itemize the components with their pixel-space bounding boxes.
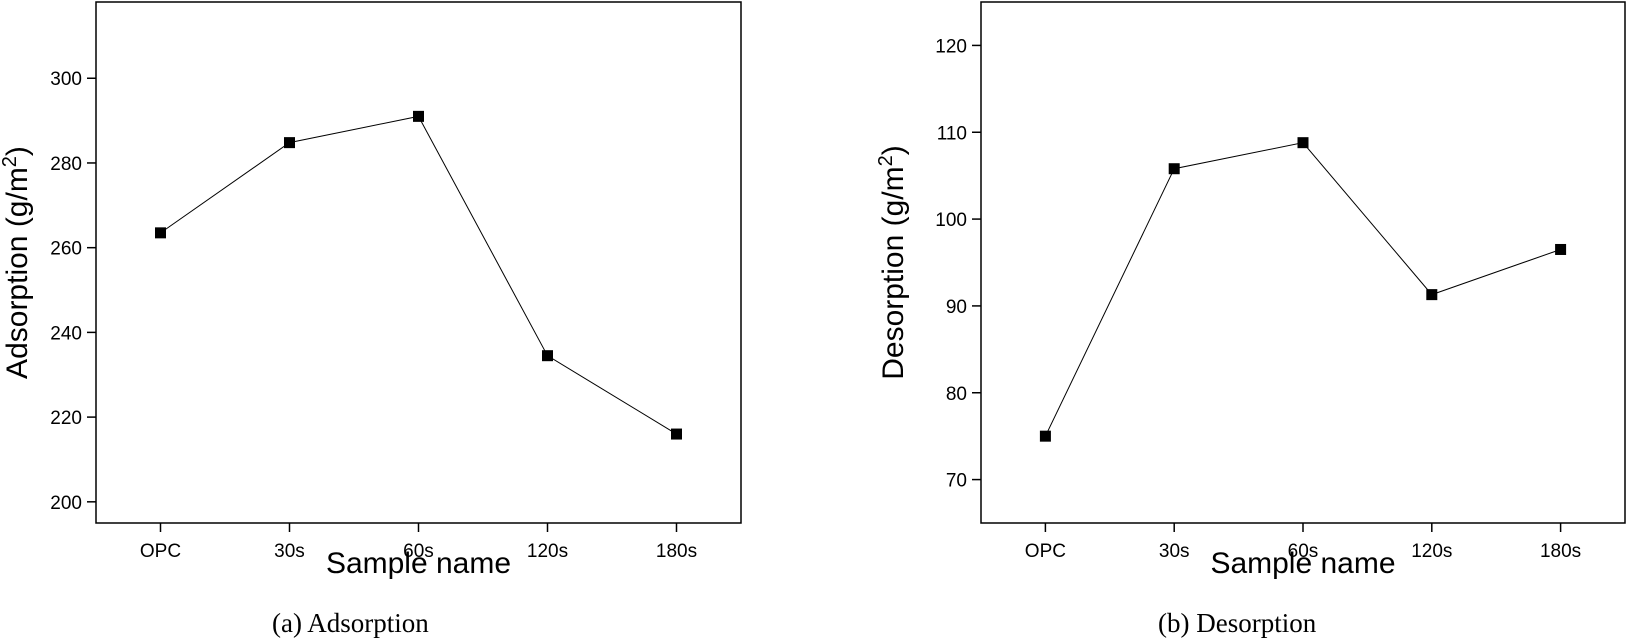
adsorption-y-tick-label: 260 [50,239,82,260]
desorption-x-tick-label: 60s [1288,541,1319,562]
desorption-y-tick-label: 80 [946,384,967,405]
adsorption-x-axis-label: Sample name [326,547,511,580]
desorption-data-point [1426,289,1438,301]
adsorption-data-point [542,350,553,362]
adsorption-x-tick-label: 120s [527,541,568,562]
adsorption-panel: 200 220 240 260 280 300 OPC 30s 60s 120s 180s Sampl… [0,1,742,580]
adsorption-x-tick-label: 60s [403,541,434,562]
desorption-x-tick-label: 120s [1411,541,1452,562]
panel-b-caption: (b) Desorption [1158,608,1317,638]
adsorption-y-tick-label: 200 [50,493,82,514]
adsorption-y-axis-label: Adsorption (g/m2) [0,146,34,379]
adsorption-data-point [284,137,295,149]
desorption-x-tick-label: OPC [1025,541,1066,562]
adsorption-series-line [160,115,677,435]
desorption-data-point [1039,430,1051,442]
desorption-y-tick-label: 90 [946,297,967,318]
desorption-x-axis-label: Sample name [1210,547,1395,580]
adsorption-plot-frame [95,1,742,524]
desorption-y-axis-label: Desorption (g/m2) [875,145,910,380]
adsorption-data-point [413,110,424,122]
panel-a-caption: (a) Adsorption [272,608,429,638]
adsorption-x-tick-label: OPC [140,541,181,562]
desorption-plot-frame [980,1,1626,524]
desorption-y-tick-label: 100 [935,210,967,231]
desorption-data-point [1297,137,1309,149]
desorption-x-tick-label: 30s [1159,541,1190,562]
adsorption-data-point [155,227,166,239]
desorption-data-point [1168,163,1180,175]
desorption-panel: 70 80 90 100 110 120 OPC 30s 60s 120s 180s Sample n… [875,1,1626,580]
adsorption-x-tick-label: 30s [274,541,305,562]
adsorption-y-tick-label: 280 [50,154,82,175]
desorption-x-tick-label: 180s [1540,541,1581,562]
adsorption-y-tick-label: 240 [50,323,82,344]
desorption-series-line [1044,142,1561,437]
desorption-y-tick-label: 110 [937,123,967,144]
adsorption-data-point [671,428,682,440]
desorption-y-tick-label: 120 [935,36,967,57]
adsorption-y-tick-label: 220 [50,408,82,429]
desorption-y-tick-label: 70 [946,471,967,492]
adsorption-y-tick-label: 300 [50,69,82,90]
adsorption-x-tick-label: 180s [656,541,697,562]
desorption-data-point [1555,243,1567,255]
